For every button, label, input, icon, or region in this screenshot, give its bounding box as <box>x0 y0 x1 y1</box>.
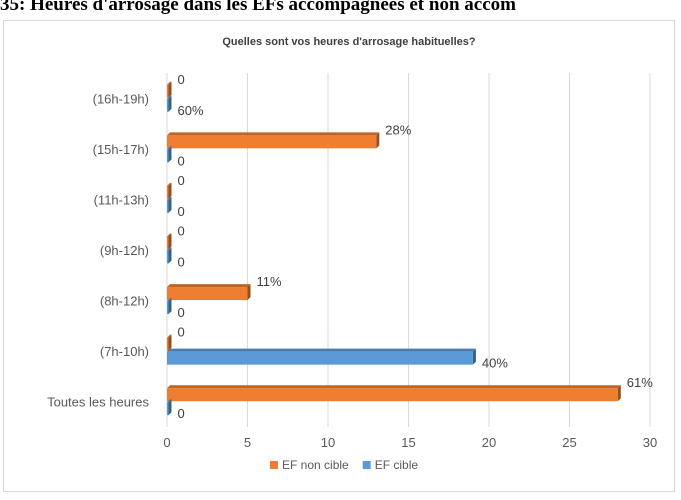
x-tick-label: 15 <box>401 435 415 450</box>
bar-face <box>167 135 377 149</box>
legend-label: EF cible <box>375 458 419 472</box>
bar-ef-cible <box>167 298 172 315</box>
data-label: 0 <box>178 72 185 87</box>
category-label: (9h-12h) <box>100 243 149 258</box>
bar-side <box>247 284 251 301</box>
bar-top <box>167 196 172 200</box>
bar-ef-non-cible <box>167 334 172 351</box>
bar-face <box>167 351 473 365</box>
bar-side <box>168 247 172 264</box>
bar-face <box>167 84 169 98</box>
bar-side <box>168 196 172 213</box>
data-label: 0 <box>178 305 185 320</box>
bar-top <box>167 399 172 403</box>
bar-side <box>168 334 172 351</box>
data-label: 0 <box>178 325 185 340</box>
category-label: (15h-17h) <box>93 142 149 157</box>
bar-ef-cible <box>167 196 172 213</box>
bar-top <box>167 182 172 186</box>
bar-ef-non-cible <box>167 385 621 402</box>
x-tick-label: 5 <box>244 435 251 450</box>
bar-top <box>167 348 476 352</box>
bar-top <box>167 81 172 85</box>
bar-top <box>167 298 172 302</box>
data-label: 0 <box>178 406 185 421</box>
bar-face <box>167 301 169 315</box>
bar-top <box>167 385 621 389</box>
legend-swatch <box>362 461 371 469</box>
bar-top <box>167 247 172 251</box>
data-label: 61% <box>627 375 653 390</box>
bar-ef-non-cible <box>167 182 172 199</box>
bar-face <box>167 287 248 301</box>
bar-top <box>167 233 172 237</box>
legend-swatch <box>270 461 278 469</box>
bar-ef-cible <box>167 95 172 112</box>
bar-ef-non-cible <box>167 81 172 98</box>
bar-face <box>167 388 618 402</box>
category-label: Toutes les heures <box>47 395 149 410</box>
bar-top <box>167 284 251 288</box>
data-label: 40% <box>482 356 508 371</box>
bar-side <box>168 81 172 98</box>
bar-ef-cible <box>167 146 172 163</box>
data-label: 11% <box>257 274 282 289</box>
bar-ef-non-cible <box>167 132 380 149</box>
category-label: (7h-10h) <box>100 344 149 359</box>
bar-face <box>167 199 169 213</box>
bar-top <box>167 334 172 338</box>
bar-side <box>168 146 172 163</box>
x-tick-label: 20 <box>482 435 496 450</box>
bar-side <box>168 233 172 250</box>
bar-face <box>167 250 169 264</box>
data-label: 0 <box>178 173 185 188</box>
bar-side <box>168 95 172 112</box>
bar-face <box>167 185 169 199</box>
data-label: 0 <box>178 153 185 168</box>
x-tick-label: 0 <box>163 435 170 450</box>
bar-face <box>167 98 169 112</box>
bar-face <box>167 149 169 163</box>
bar-side <box>168 182 172 199</box>
bar-chart: Quelles sont vos heures d'arrosage habit… <box>47 36 657 472</box>
bar-ef-cible <box>167 399 172 416</box>
bar-ef-non-cible <box>167 284 251 301</box>
bar-top <box>167 146 172 150</box>
category-label: (16h-19h) <box>93 91 149 106</box>
bar-ef-cible <box>167 247 172 264</box>
category-label: (11h-13h) <box>94 192 149 207</box>
x-tick-label: 25 <box>562 435 576 450</box>
x-tick-label: 10 <box>321 435 335 450</box>
bar-top <box>167 132 380 136</box>
data-label: 0 <box>178 204 185 219</box>
bar-side <box>168 298 172 315</box>
bar-side <box>168 399 172 416</box>
bar-side <box>376 132 380 149</box>
category-label: (8h-12h) <box>100 294 149 309</box>
bar-face <box>167 402 169 416</box>
bar-side <box>472 348 476 365</box>
data-label: 0 <box>178 255 185 270</box>
data-label: 28% <box>385 122 411 137</box>
chart-title: Quelles sont vos heures d'arrosage habit… <box>222 36 476 48</box>
chart-frame: Quelles sont vos heures d'arrosage habit… <box>3 20 675 492</box>
x-tick-label: 30 <box>643 435 657 450</box>
bar-top <box>167 95 172 99</box>
legend-label: EF non cible <box>282 458 349 472</box>
bar-ef-non-cible <box>167 233 172 250</box>
data-label: 60% <box>178 103 204 118</box>
figure-caption: 35: Heures d'arrosage dans les EFs accom… <box>0 0 516 15</box>
data-label: 0 <box>178 224 185 239</box>
bar-side <box>617 385 621 402</box>
bar-ef-cible <box>167 348 476 365</box>
bar-face <box>167 337 169 351</box>
bar-face <box>167 236 169 250</box>
